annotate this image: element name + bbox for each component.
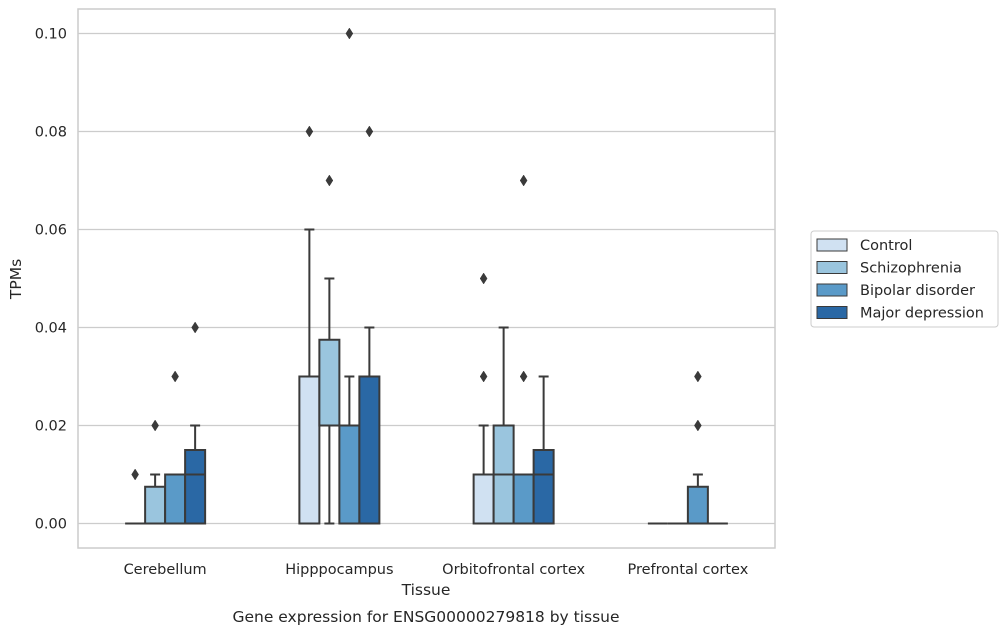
outlier-point <box>305 125 314 138</box>
legend-label: Schizophrenia <box>860 261 962 277</box>
box-body <box>358 375 381 525</box>
legend-swatch <box>816 306 848 319</box>
x-tick-label: Cerebellum <box>124 562 207 578</box>
box <box>164 370 187 525</box>
outlier-point <box>131 468 139 481</box>
box <box>338 27 361 525</box>
outlier-point <box>694 419 702 432</box>
y-tick-label: 0.02 <box>35 419 67 435</box>
plot-area <box>77 8 776 549</box>
outlier-point <box>519 174 528 187</box>
legend-label: Major depression <box>860 306 984 322</box>
legend-swatch <box>816 238 848 252</box>
box-body <box>512 473 535 525</box>
box <box>358 125 381 525</box>
y-axis-ticks: 0.00 0.02 0.04 0.06 0.08 0.10 <box>35 27 67 533</box>
series-schizophrenia <box>144 174 688 525</box>
legend-swatch <box>816 261 848 274</box>
legend-label: Bipolar disorder <box>860 283 975 299</box>
outlier-point <box>345 27 354 40</box>
box <box>298 125 321 525</box>
outlier-point <box>325 174 334 187</box>
box-body <box>472 473 495 525</box>
outlier-point <box>191 321 199 334</box>
outlier-point <box>479 370 488 383</box>
chart-caption: Gene expression for ENSG00000279818 by t… <box>232 608 619 626</box>
box <box>184 321 207 525</box>
series-bipolar-disorder <box>164 27 709 525</box>
series-control <box>125 125 668 525</box>
box <box>532 375 555 525</box>
box-body <box>338 424 361 525</box>
outlier-point <box>519 370 528 383</box>
box <box>492 326 515 525</box>
box <box>318 174 341 525</box>
x-axis-ticks: Cerebellum Hipppocampus Orbitofrontal cort… <box>124 562 749 578</box>
y-tick-label: 0.08 <box>35 125 67 141</box>
x-axis-title: Tissue <box>401 581 451 599</box>
legend-frame <box>810 230 999 328</box>
legend-item: Major depression <box>816 306 984 322</box>
x-tick-label: Orbitofrontal cortex <box>442 562 585 578</box>
box-series <box>125 27 728 525</box>
legend-label: Control <box>860 238 912 254</box>
box-body <box>686 485 709 525</box>
series-major-depression <box>184 125 728 525</box>
box <box>125 468 146 525</box>
box-body <box>298 375 321 525</box>
outlier-point <box>151 419 159 432</box>
y-tick-label: 0.10 <box>35 27 67 43</box>
grid-lines <box>78 32 775 525</box>
box <box>512 174 535 525</box>
box-body <box>144 485 167 525</box>
y-axis-title: TPMs <box>7 259 25 300</box>
outlier-point <box>171 370 179 383</box>
y-tick-label: 0.04 <box>35 321 67 337</box>
box <box>144 419 167 525</box>
legend-item: Schizophrenia <box>816 261 962 277</box>
box <box>472 272 495 525</box>
x-tick-label: Prefrontal cortex <box>627 562 748 578</box>
y-tick-label: 0.06 <box>35 223 67 239</box>
box-body <box>318 338 341 427</box>
box-body <box>184 449 207 525</box>
outlier-point <box>365 125 374 138</box>
legend-item: Control <box>816 238 912 254</box>
box-body <box>164 473 187 525</box>
legend: Control Schizophrenia Bipolar disorder Majo… <box>810 230 999 328</box>
y-tick-label: 0.00 <box>35 517 67 533</box>
legend-item: Bipolar disorder <box>816 283 975 299</box>
outlier-point <box>479 272 488 285</box>
outlier-point <box>694 370 702 383</box>
legend-swatch <box>816 283 848 297</box>
box <box>686 370 709 525</box>
x-tick-label: Hipppocampus <box>285 562 393 578</box>
box-body <box>532 449 555 525</box>
